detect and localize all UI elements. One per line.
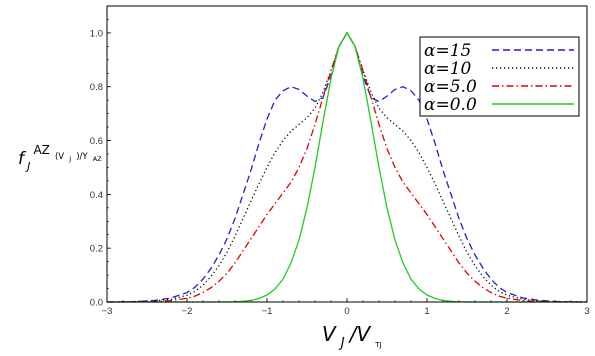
x-axis-label-sep: /V <box>348 322 372 346</box>
y-tick-label: 1.0 <box>90 28 103 39</box>
y-axis-label-arg-close: )/Y <box>76 152 88 162</box>
legend-label-1: α=10 <box>424 59 472 79</box>
legend-label-2: α=5.0 <box>424 77 477 97</box>
x-axis-label-main: V <box>322 322 337 346</box>
x-tick-label: 1 <box>424 306 429 317</box>
y-axis-label-main: f <box>18 149 27 169</box>
legend: α=15α=10α=5.0α=0.0 <box>419 36 580 117</box>
y-axis-label-sub: J <box>25 160 30 173</box>
y-axis-label: f J AZ (V J )/Y AZ <box>18 139 102 174</box>
x-tick-label: −1 <box>262 306 273 317</box>
y-axis-label-arg-sub2: AZ <box>93 155 102 163</box>
x-tick-label: 2 <box>504 306 509 317</box>
legend-items: α=15α=10α=5.0α=0.0 <box>424 41 574 115</box>
y-tick-label: 0.2 <box>90 244 103 255</box>
y-tick-label: 0.8 <box>90 82 103 93</box>
x-tick-label: 3 <box>584 306 589 317</box>
x-tick-label: −2 <box>182 306 193 317</box>
legend-label-0: α=15 <box>424 41 471 61</box>
y-tick-label: 0.6 <box>90 136 103 147</box>
y-tick-label: 0.4 <box>90 190 103 201</box>
x-axis-label-sub2: TJ <box>374 341 381 349</box>
legend-label-3: α=0.0 <box>424 95 477 115</box>
x-tick-label: −3 <box>102 306 113 317</box>
y-axis-label-arg: (V <box>55 152 64 162</box>
y-tick-label: 0.0 <box>90 298 103 309</box>
ticks-layer: −3 −2 −1 0 1 2 3 0.0 0.2 0.4 0.6 0.8 1.0 <box>90 5 590 317</box>
x-axis-label: V J /V TJ <box>322 322 382 351</box>
x-axis-label-sub1: J <box>338 336 345 351</box>
x-tick-label: 0 <box>344 306 349 317</box>
y-axis-label-sup: AZ <box>33 143 49 157</box>
y-axis-label-arg-sub: J <box>68 155 71 163</box>
